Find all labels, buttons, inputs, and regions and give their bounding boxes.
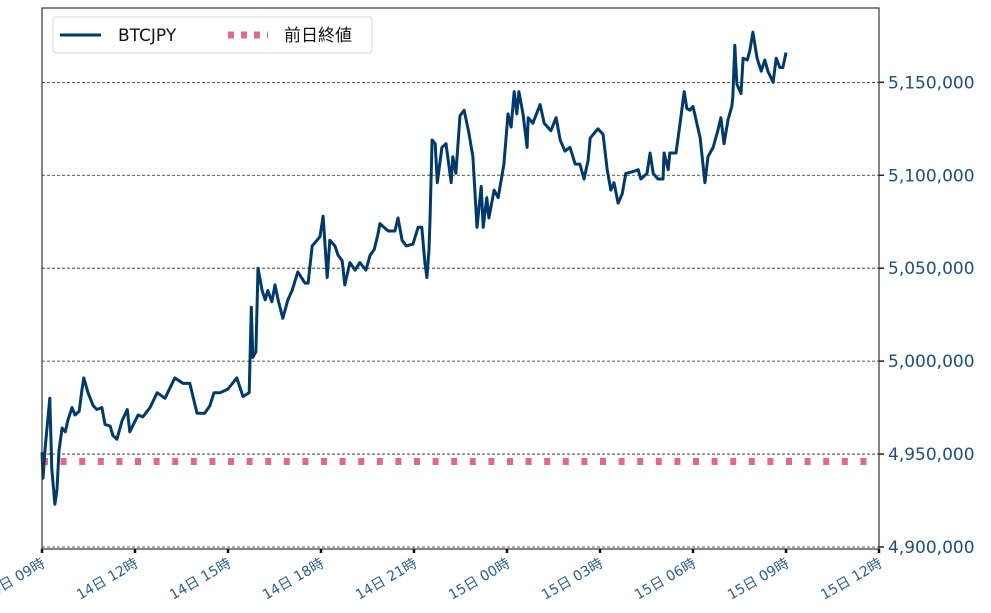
legend-box [52, 16, 373, 54]
y-tick-label: 4,900,000 [888, 538, 975, 558]
y-tick-label: 5,100,000 [888, 166, 975, 186]
x-tick-label: 14日 12時 [74, 556, 141, 604]
x-tick-label: 14日 15時 [167, 556, 234, 604]
x-tick-label: 14日 21時 [353, 556, 420, 604]
x-tick-label: 15日 00時 [446, 556, 513, 604]
y-tick-label: 5,150,000 [888, 73, 975, 93]
gridlines [42, 81, 879, 548]
x-tick-label: 15日 03時 [539, 556, 606, 604]
x-tick-label: 14日 18時 [260, 556, 327, 604]
x-axis-ticks: 14日 09時 14日 12時 14日 15時 14日 18時 14日 21時 15日 0… [0, 549, 885, 604]
x-tick-label: 14日 09時 [0, 556, 48, 604]
y-tick-label: 5,050,000 [888, 259, 975, 279]
x-tick-label: 15日 09時 [725, 556, 792, 604]
x-tick-label: 15日 12時 [818, 556, 885, 604]
legend: BTCJPY 前日終値 [52, 16, 373, 54]
y-axis-ticks: 4,900,000 4,950,000 5,000,000 5,050,000 5,10… [879, 73, 975, 558]
plot-frame [41, 7, 880, 550]
legend-label-previous-close: 前日終値 [284, 26, 352, 46]
x-tick-label: 15日 06時 [632, 556, 699, 604]
legend-label-btcjpy: BTCJPY [118, 26, 177, 46]
y-tick-label: 4,950,000 [888, 445, 975, 465]
btcjpy-series-line [40, 30, 788, 506]
y-tick-label: 5,000,000 [888, 352, 975, 372]
